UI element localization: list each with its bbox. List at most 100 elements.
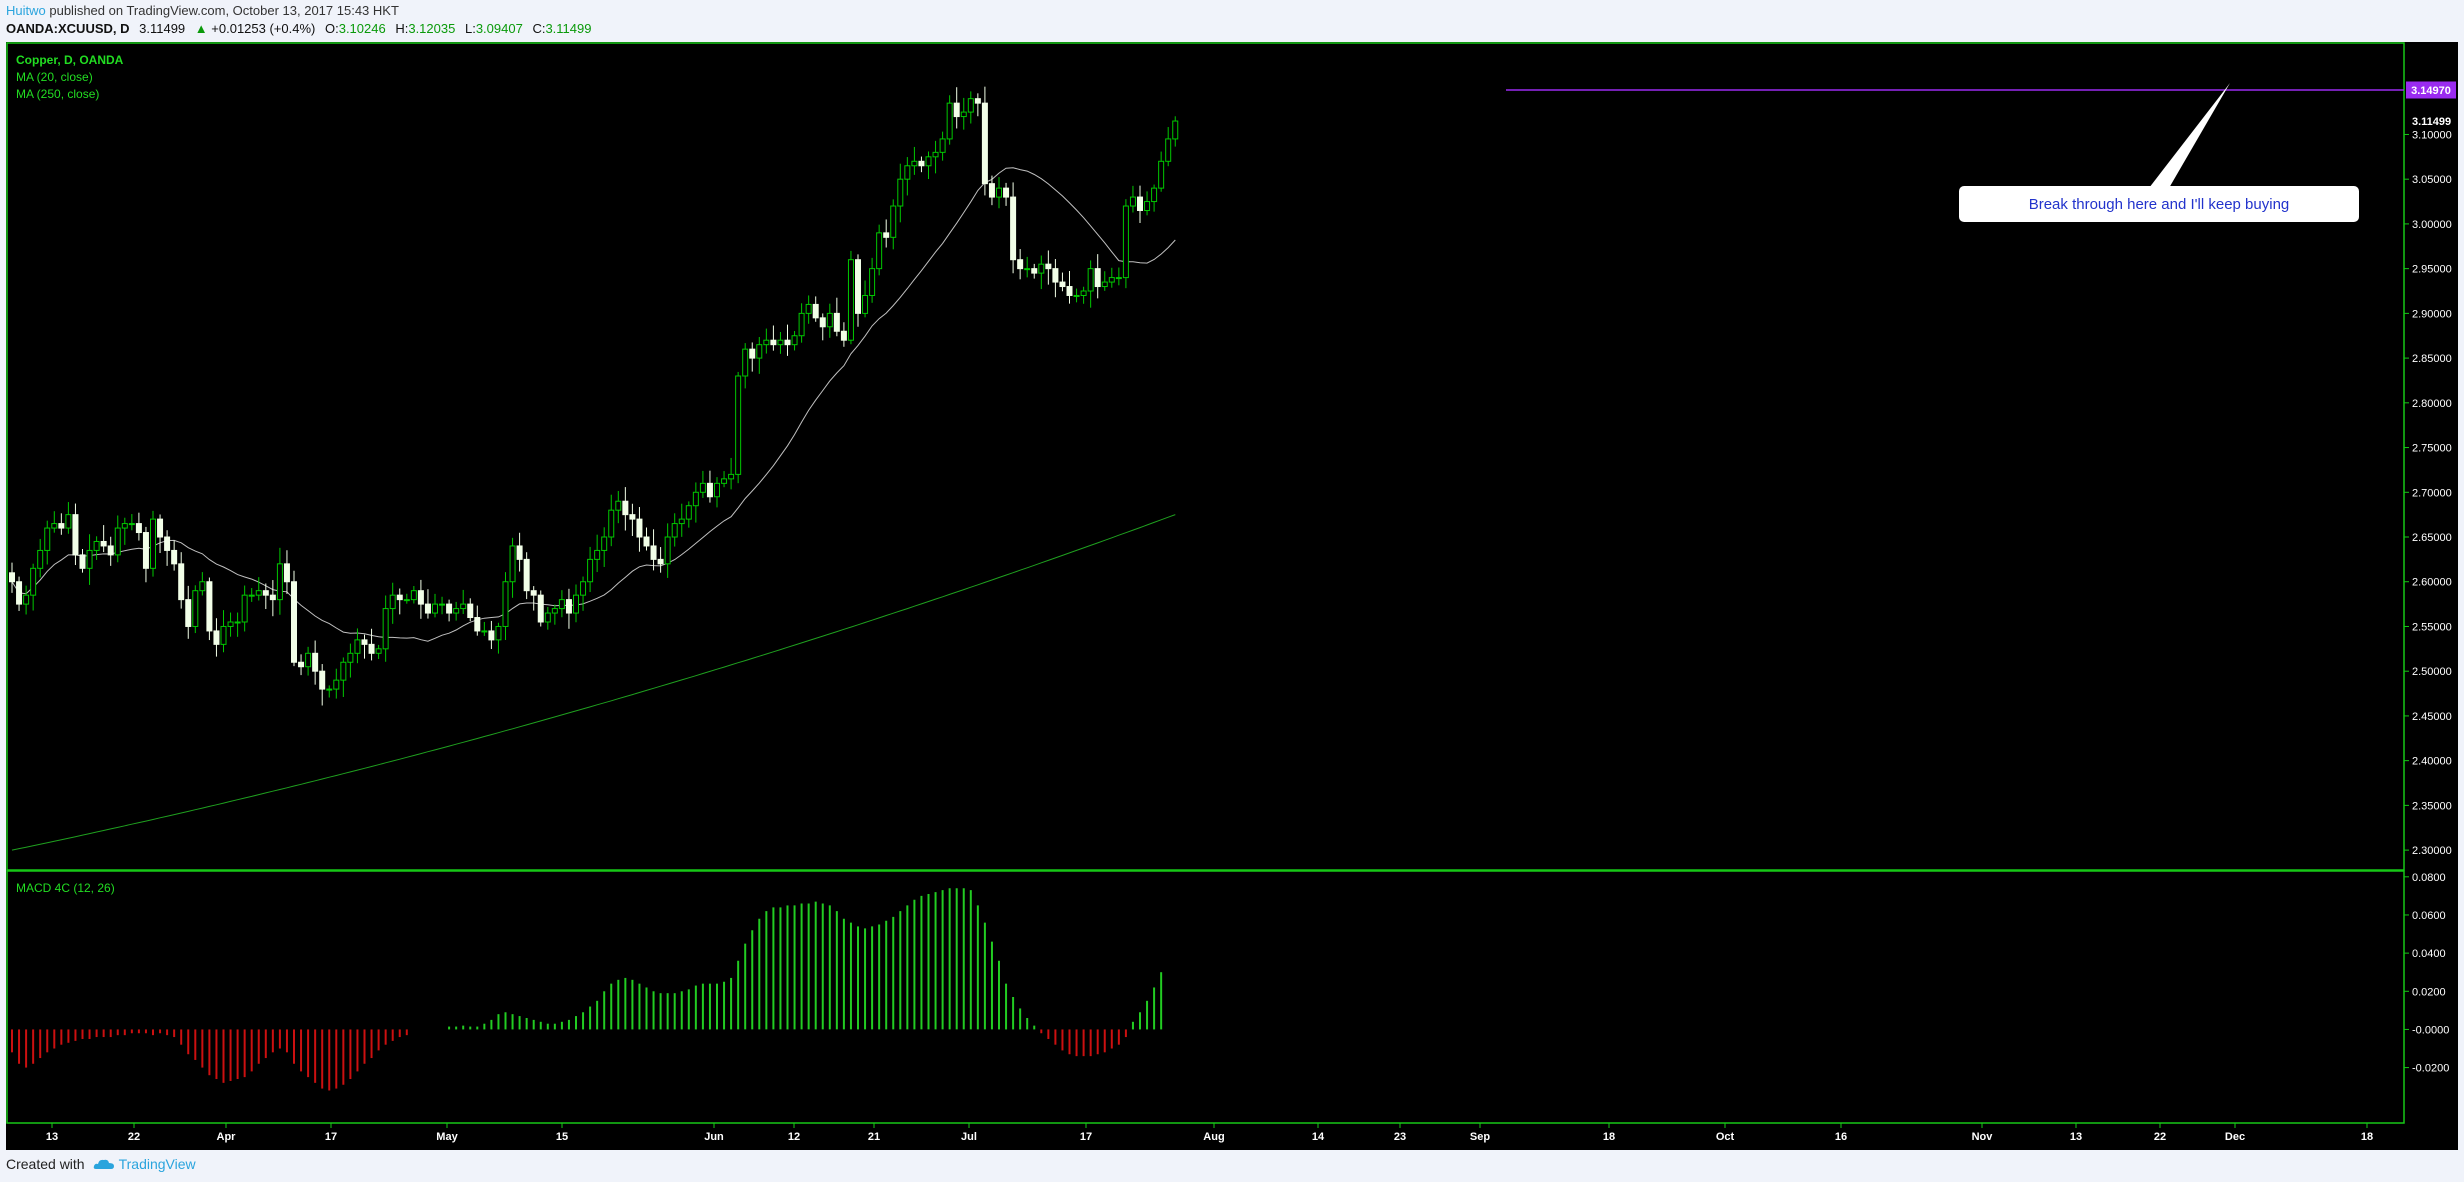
low-label: L: xyxy=(464,21,476,36)
candle-body xyxy=(488,630,495,641)
candle-body xyxy=(622,500,629,516)
candle-body xyxy=(248,594,255,597)
x-tick-label: Jun xyxy=(704,1131,724,1143)
candle-body xyxy=(241,594,248,623)
x-tick-label: Sep xyxy=(1470,1131,1490,1143)
x-tick-label: 23 xyxy=(1394,1131,1406,1143)
candle-body xyxy=(1137,196,1143,211)
resistance-price-tag xyxy=(2406,81,2456,99)
candle-body xyxy=(1080,290,1087,296)
x-tick-label: Nov xyxy=(1972,1131,1994,1143)
candle-body xyxy=(403,599,410,602)
candle-body xyxy=(749,348,756,359)
candle-body xyxy=(319,670,326,690)
last-price-label: 3.11499 xyxy=(2412,116,2451,128)
tradingview-link[interactable]: TradingView xyxy=(93,1156,196,1172)
y-tick-label: 2.65000 xyxy=(2412,532,2452,544)
candle-body xyxy=(192,590,199,627)
candle-body xyxy=(157,518,164,538)
candle-body xyxy=(615,500,622,511)
candle-body xyxy=(784,339,791,346)
candle-body xyxy=(608,509,615,538)
legend-ma20: MA (20, close) xyxy=(16,70,93,84)
candle-body xyxy=(128,523,135,526)
candle-body xyxy=(326,688,333,691)
y-tick-label: 2.50000 xyxy=(2412,666,2452,678)
candle-body xyxy=(996,187,1002,198)
candle-body xyxy=(185,599,192,627)
candle-body xyxy=(107,545,114,556)
candle-body xyxy=(114,527,121,556)
y-tick-label: 2.30000 xyxy=(2412,845,2452,857)
symbol-summary: OANDA:XCUUSD, D 3.11499 ▲ +0.01253 (+0.4… xyxy=(6,21,591,36)
candle-body xyxy=(721,478,728,484)
candle-body xyxy=(509,545,516,583)
candle-body xyxy=(1094,268,1101,288)
candle-body xyxy=(735,375,742,475)
y-tick-label: 3.00000 xyxy=(2412,219,2452,231)
candle-body xyxy=(361,639,368,645)
callout-text: Break through here and I'll keep buying xyxy=(2029,196,2290,213)
publish-info: Huitwo published on TradingView.com, Oct… xyxy=(6,3,399,18)
candle-body xyxy=(255,590,262,596)
candle-body xyxy=(805,303,812,314)
candle-body xyxy=(171,549,178,565)
candle-body xyxy=(142,532,149,569)
candle-body xyxy=(946,102,953,140)
candle-body xyxy=(523,558,530,592)
candle-body xyxy=(453,608,460,614)
macd-tick-label: -0.0200 xyxy=(2412,1063,2449,1075)
candle-body xyxy=(298,661,305,668)
candle-body xyxy=(460,603,467,610)
candle-body xyxy=(862,294,869,314)
x-tick-label: Oct xyxy=(1716,1131,1735,1143)
candle-body xyxy=(1010,196,1017,261)
candle-body xyxy=(840,330,847,341)
candle-body xyxy=(594,549,601,560)
footer: Created with TradingView xyxy=(6,1156,196,1172)
candle-body xyxy=(692,491,699,507)
candle-body xyxy=(1122,205,1129,279)
macd-tick-label: 0.0600 xyxy=(2412,910,2446,922)
candle-body xyxy=(1024,268,1031,271)
candle-body xyxy=(206,581,213,632)
candle-body xyxy=(1087,268,1094,292)
candle-body xyxy=(798,312,805,337)
candle-body xyxy=(960,111,967,118)
candle-body xyxy=(988,183,995,198)
candle-body xyxy=(601,536,608,551)
candle-body xyxy=(495,625,502,641)
candle-body xyxy=(636,518,643,538)
candle-body xyxy=(897,178,904,207)
candle-body xyxy=(685,505,692,520)
price-chart[interactable]: 2.30000 2.35000 2.40000 2.45000 2.50000 2.550… xyxy=(6,42,2458,1150)
candle-body xyxy=(481,630,488,633)
candle-body xyxy=(1045,263,1052,270)
candle-body xyxy=(291,581,297,663)
candle-body xyxy=(855,259,861,314)
candle-body xyxy=(432,603,438,614)
author-link[interactable]: Huitwo xyxy=(6,3,46,18)
candle-body xyxy=(410,590,417,601)
candle-body xyxy=(86,549,93,569)
high-value: 3.12035 xyxy=(408,21,456,36)
candle-body xyxy=(890,205,897,238)
candle-body xyxy=(213,630,220,645)
candle-body xyxy=(16,581,23,605)
x-tick-label: Apr xyxy=(217,1131,237,1143)
legend-macd: MACD 4C (12, 26) xyxy=(16,881,115,895)
candle-body xyxy=(650,545,657,560)
candle-body xyxy=(974,98,981,104)
y-tick-label: 2.80000 xyxy=(2412,398,2452,410)
candle-body xyxy=(516,545,523,560)
candle-body xyxy=(178,563,185,601)
chart-area[interactable]: 2.30000 2.35000 2.40000 2.45000 2.50000 2.550… xyxy=(6,42,2458,1150)
callout-box[interactable] xyxy=(1959,186,2359,222)
x-tick-label: 12 xyxy=(788,1131,800,1143)
candle-body xyxy=(121,523,128,529)
x-tick-label: 16 xyxy=(1835,1131,1847,1143)
candle-body xyxy=(347,652,354,663)
open-label: O: xyxy=(324,21,339,36)
candle-body xyxy=(227,621,234,627)
candle-body xyxy=(37,549,44,569)
